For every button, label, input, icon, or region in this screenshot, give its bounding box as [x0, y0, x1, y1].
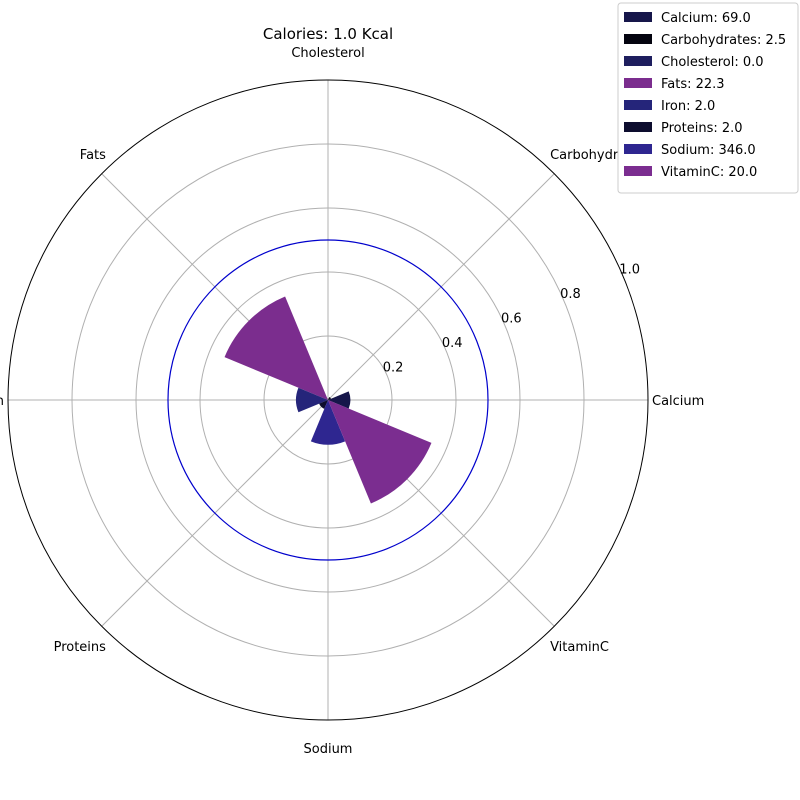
legend-swatch	[624, 12, 652, 22]
legend-entry: Sodium: 346.0	[661, 143, 756, 158]
legend-entry: Proteins: 2.0	[661, 121, 743, 136]
legend-swatch	[624, 122, 652, 132]
category-label-calcium: Calcium	[652, 394, 704, 409]
category-label-iron: Iron	[0, 394, 4, 409]
radial-tick-label: 1.0	[619, 263, 640, 278]
legend-entry: Iron: 2.0	[661, 99, 715, 114]
category-labels: CalciumCarbohydratesCholesterolFatsIronP…	[0, 46, 704, 757]
bar-vitaminc	[328, 400, 432, 504]
legend-swatch	[624, 78, 652, 88]
legend: Calcium: 69.0 Carbohydrates: 2.5 Cholester…	[617, 2, 799, 194]
legend-swatch	[624, 56, 652, 66]
radial-tick-label: 0.6	[501, 312, 522, 327]
legend-box	[617, 2, 799, 194]
legend-swatch	[624, 100, 652, 110]
bar-sodium	[310, 400, 346, 445]
reference-circle	[167, 239, 489, 561]
radial-tick-labels: 0.2 0.4 0.6 0.8 1.0	[383, 263, 640, 376]
legend-swatch	[624, 166, 652, 176]
radial-tick-label: 0.2	[383, 361, 404, 376]
legend-entry: Calcium: 69.0	[661, 11, 751, 26]
legend-swatch	[624, 34, 652, 44]
bar-fats	[224, 296, 328, 400]
category-label-vitaminc: VitaminC	[550, 640, 609, 655]
radial-tick-label: 0.8	[560, 287, 581, 302]
bar-calcium	[328, 391, 351, 409]
bar-iron	[296, 387, 328, 413]
legend-swatch	[624, 144, 652, 154]
radial-tick-label: 0.4	[442, 336, 463, 351]
outer-circle	[7, 79, 649, 721]
category-label-fats: Fats	[80, 148, 106, 163]
bar-proteins	[319, 400, 328, 409]
legend-entry: Cholesterol: 0.0	[661, 55, 764, 70]
category-label-cholesterol: Cholesterol	[291, 46, 364, 61]
bar-carbohydrates	[328, 397, 331, 400]
bars	[7, 79, 649, 721]
category-label-sodium: Sodium	[304, 742, 353, 757]
legend-entry: VitaminC: 20.0	[661, 165, 757, 180]
legend-entry: Fats: 22.3	[661, 77, 725, 92]
chart-title: Calories: 1.0 Kcal	[263, 25, 393, 43]
category-label-proteins: Proteins	[54, 640, 107, 655]
legend-entry: Carbohydrates: 2.5	[661, 33, 786, 48]
